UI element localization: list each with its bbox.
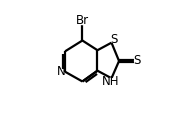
Text: S: S <box>110 33 117 46</box>
Circle shape <box>107 78 114 85</box>
Circle shape <box>58 69 63 74</box>
Text: Br: Br <box>76 14 89 27</box>
Text: N: N <box>57 65 65 78</box>
Text: S: S <box>134 54 141 67</box>
Circle shape <box>134 58 140 64</box>
Circle shape <box>111 37 116 42</box>
Circle shape <box>78 16 87 24</box>
Text: NH: NH <box>102 75 119 88</box>
